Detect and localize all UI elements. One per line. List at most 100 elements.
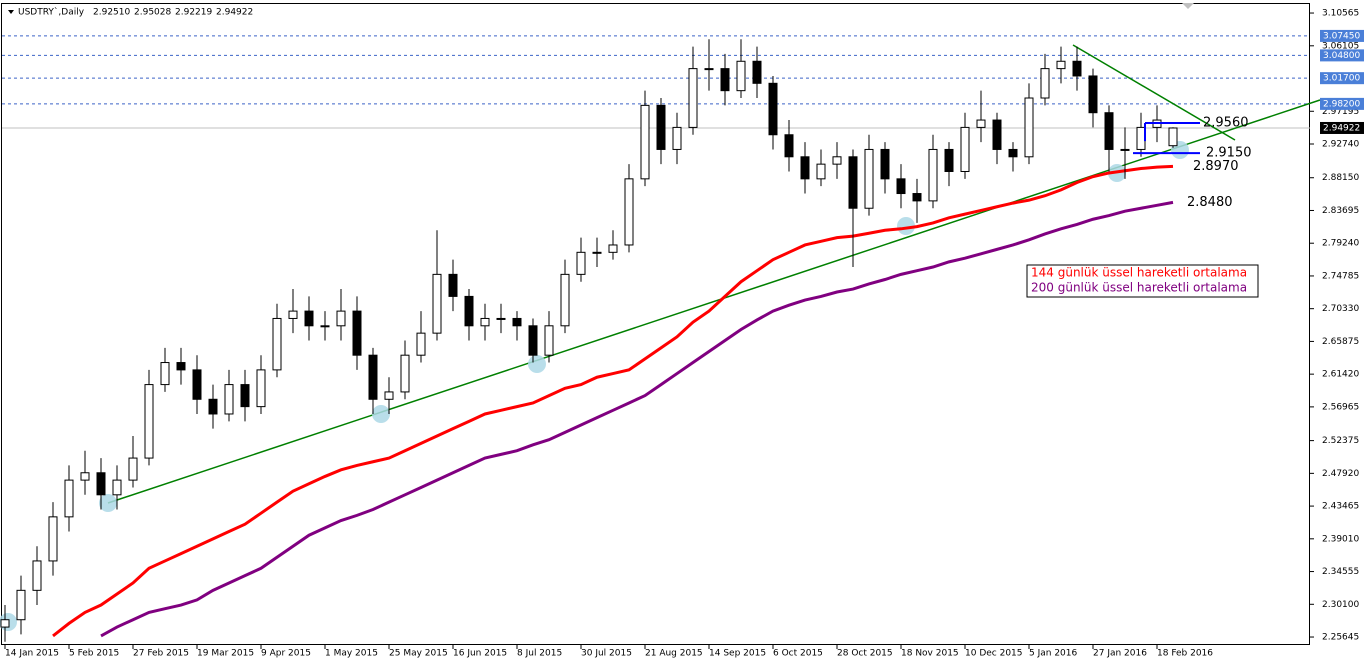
annotation-label: 2.9560 [1203, 115, 1249, 130]
candle-body [656, 104, 666, 150]
candle-body [784, 134, 794, 158]
candle-body [1136, 126, 1146, 150]
candle-body [1024, 97, 1034, 158]
x-tick-label: 6 Oct 2015 [773, 649, 823, 659]
level-label: 2.98200 [1323, 99, 1360, 109]
candle-body [960, 126, 970, 172]
x-tick-label: 8 Jul 2015 [517, 649, 562, 659]
candle-body [64, 479, 74, 518]
candle-body [992, 119, 1002, 150]
y-tick-label: 2.92740 [1322, 140, 1359, 150]
current-price-label: 2.94922 [1323, 123, 1360, 133]
annotation-label: 2.9150 [1206, 146, 1252, 161]
level-label: 3.04800 [1323, 51, 1360, 61]
y-tick-label: 2.65875 [1322, 337, 1359, 347]
level-label-box [1320, 49, 1364, 62]
y-tick-label: 2.47920 [1322, 469, 1359, 479]
candle-body [0, 619, 10, 628]
candle-body [720, 68, 730, 92]
candle-body [384, 391, 394, 400]
candle-body [368, 354, 378, 400]
x-tick-label: 14 Sep 2015 [709, 649, 766, 659]
candle-body [1072, 60, 1082, 77]
candle-body [480, 317, 490, 327]
candle-body [1056, 60, 1066, 70]
candle-body [400, 354, 410, 393]
legend-entry: 200 günlük üssel hareketli ortalama [1031, 281, 1247, 295]
plot-frame [1, 3, 1310, 645]
legend-entry: 144 günlük üssel hareketli ortalama [1031, 266, 1247, 280]
candle-body [272, 317, 282, 371]
y-tick-label: 2.61420 [1322, 370, 1359, 380]
candle-body [160, 362, 170, 386]
x-tick-label: 21 Aug 2015 [645, 649, 703, 659]
x-tick-label: 16 Jun 2015 [453, 649, 507, 659]
y-tick-label: 2.70330 [1322, 304, 1359, 314]
x-tick-label: 27 Feb 2015 [133, 649, 189, 659]
moving-average [100, 200, 1174, 638]
candle-body [736, 60, 746, 92]
drawings [0, 44, 1321, 631]
y-tick-label: 3.06105 [1322, 41, 1359, 51]
x-tick-label: 30 Jul 2015 [581, 649, 632, 659]
y-tick-label: 2.74785 [1322, 271, 1359, 281]
candle-body [608, 244, 618, 253]
x-tick-label: 18 Nov 2015 [901, 649, 959, 659]
level-label-box [1320, 29, 1364, 42]
candle-body [144, 384, 154, 459]
candle-body [512, 317, 522, 327]
x-tick-label: 1 May 2015 [325, 649, 378, 659]
x-tick-label: 18 Feb 2016 [1157, 649, 1213, 659]
candle-body [752, 60, 762, 84]
candle-body [688, 68, 698, 128]
candle-body [240, 384, 250, 408]
level-label: 3.01700 [1323, 74, 1360, 84]
x-tick-label: 28 Oct 2015 [837, 649, 893, 659]
annotation-label: 2.8970 [1193, 159, 1239, 174]
candle-body [1104, 112, 1114, 150]
touch-point [372, 405, 390, 423]
candle-body [416, 332, 426, 356]
touch-point [528, 355, 546, 373]
candle-body [672, 126, 682, 150]
y-tick-label: 2.79240 [1322, 239, 1359, 249]
candle-body [48, 516, 58, 562]
x-tick-label: 10 Dec 2015 [965, 649, 1023, 659]
menu-arrow[interactable] [8, 10, 14, 14]
candle-body [832, 156, 842, 165]
candle-body [1040, 68, 1050, 99]
candle-body [848, 156, 858, 209]
header-value: 2.92510 [93, 8, 130, 18]
candle-body [176, 362, 186, 371]
candle-body [192, 369, 202, 400]
y-tick-label: 2.83695 [1322, 206, 1359, 216]
trend-line [1072, 44, 1236, 141]
level-label-box [1320, 97, 1364, 110]
candle-body [592, 251, 602, 254]
candle-body [112, 479, 122, 496]
candle-body [560, 273, 570, 327]
candle-body [1168, 127, 1178, 147]
candle-body [464, 295, 474, 327]
candle-body [816, 163, 826, 180]
y-tick-label: 2.43465 [1322, 502, 1359, 512]
y-tick-label: 2.25645 [1322, 633, 1359, 643]
y-tick-label: 2.52375 [1322, 436, 1359, 446]
candle-body [864, 148, 874, 209]
shift-marker [1182, 3, 1194, 9]
touch-point [99, 494, 117, 512]
moving-average [52, 164, 1174, 638]
x-tick-label: 5 Jan 2016 [1029, 649, 1077, 659]
x-tick-label: 27 Jan 2016 [1093, 649, 1147, 659]
candle-body [432, 273, 442, 334]
y-tick-label: 2.56965 [1322, 402, 1359, 412]
level-label: 3.07450 [1323, 31, 1360, 41]
candle-body [640, 104, 650, 180]
y-tick-label: 2.39010 [1322, 534, 1359, 544]
y-tick-label: 3.10565 [1322, 9, 1359, 19]
candle-body [128, 457, 138, 481]
x-tick-label: 19 Mar 2015 [197, 649, 254, 659]
touch-point [897, 217, 915, 235]
candle-body [304, 310, 314, 327]
candle-body [1088, 75, 1098, 114]
